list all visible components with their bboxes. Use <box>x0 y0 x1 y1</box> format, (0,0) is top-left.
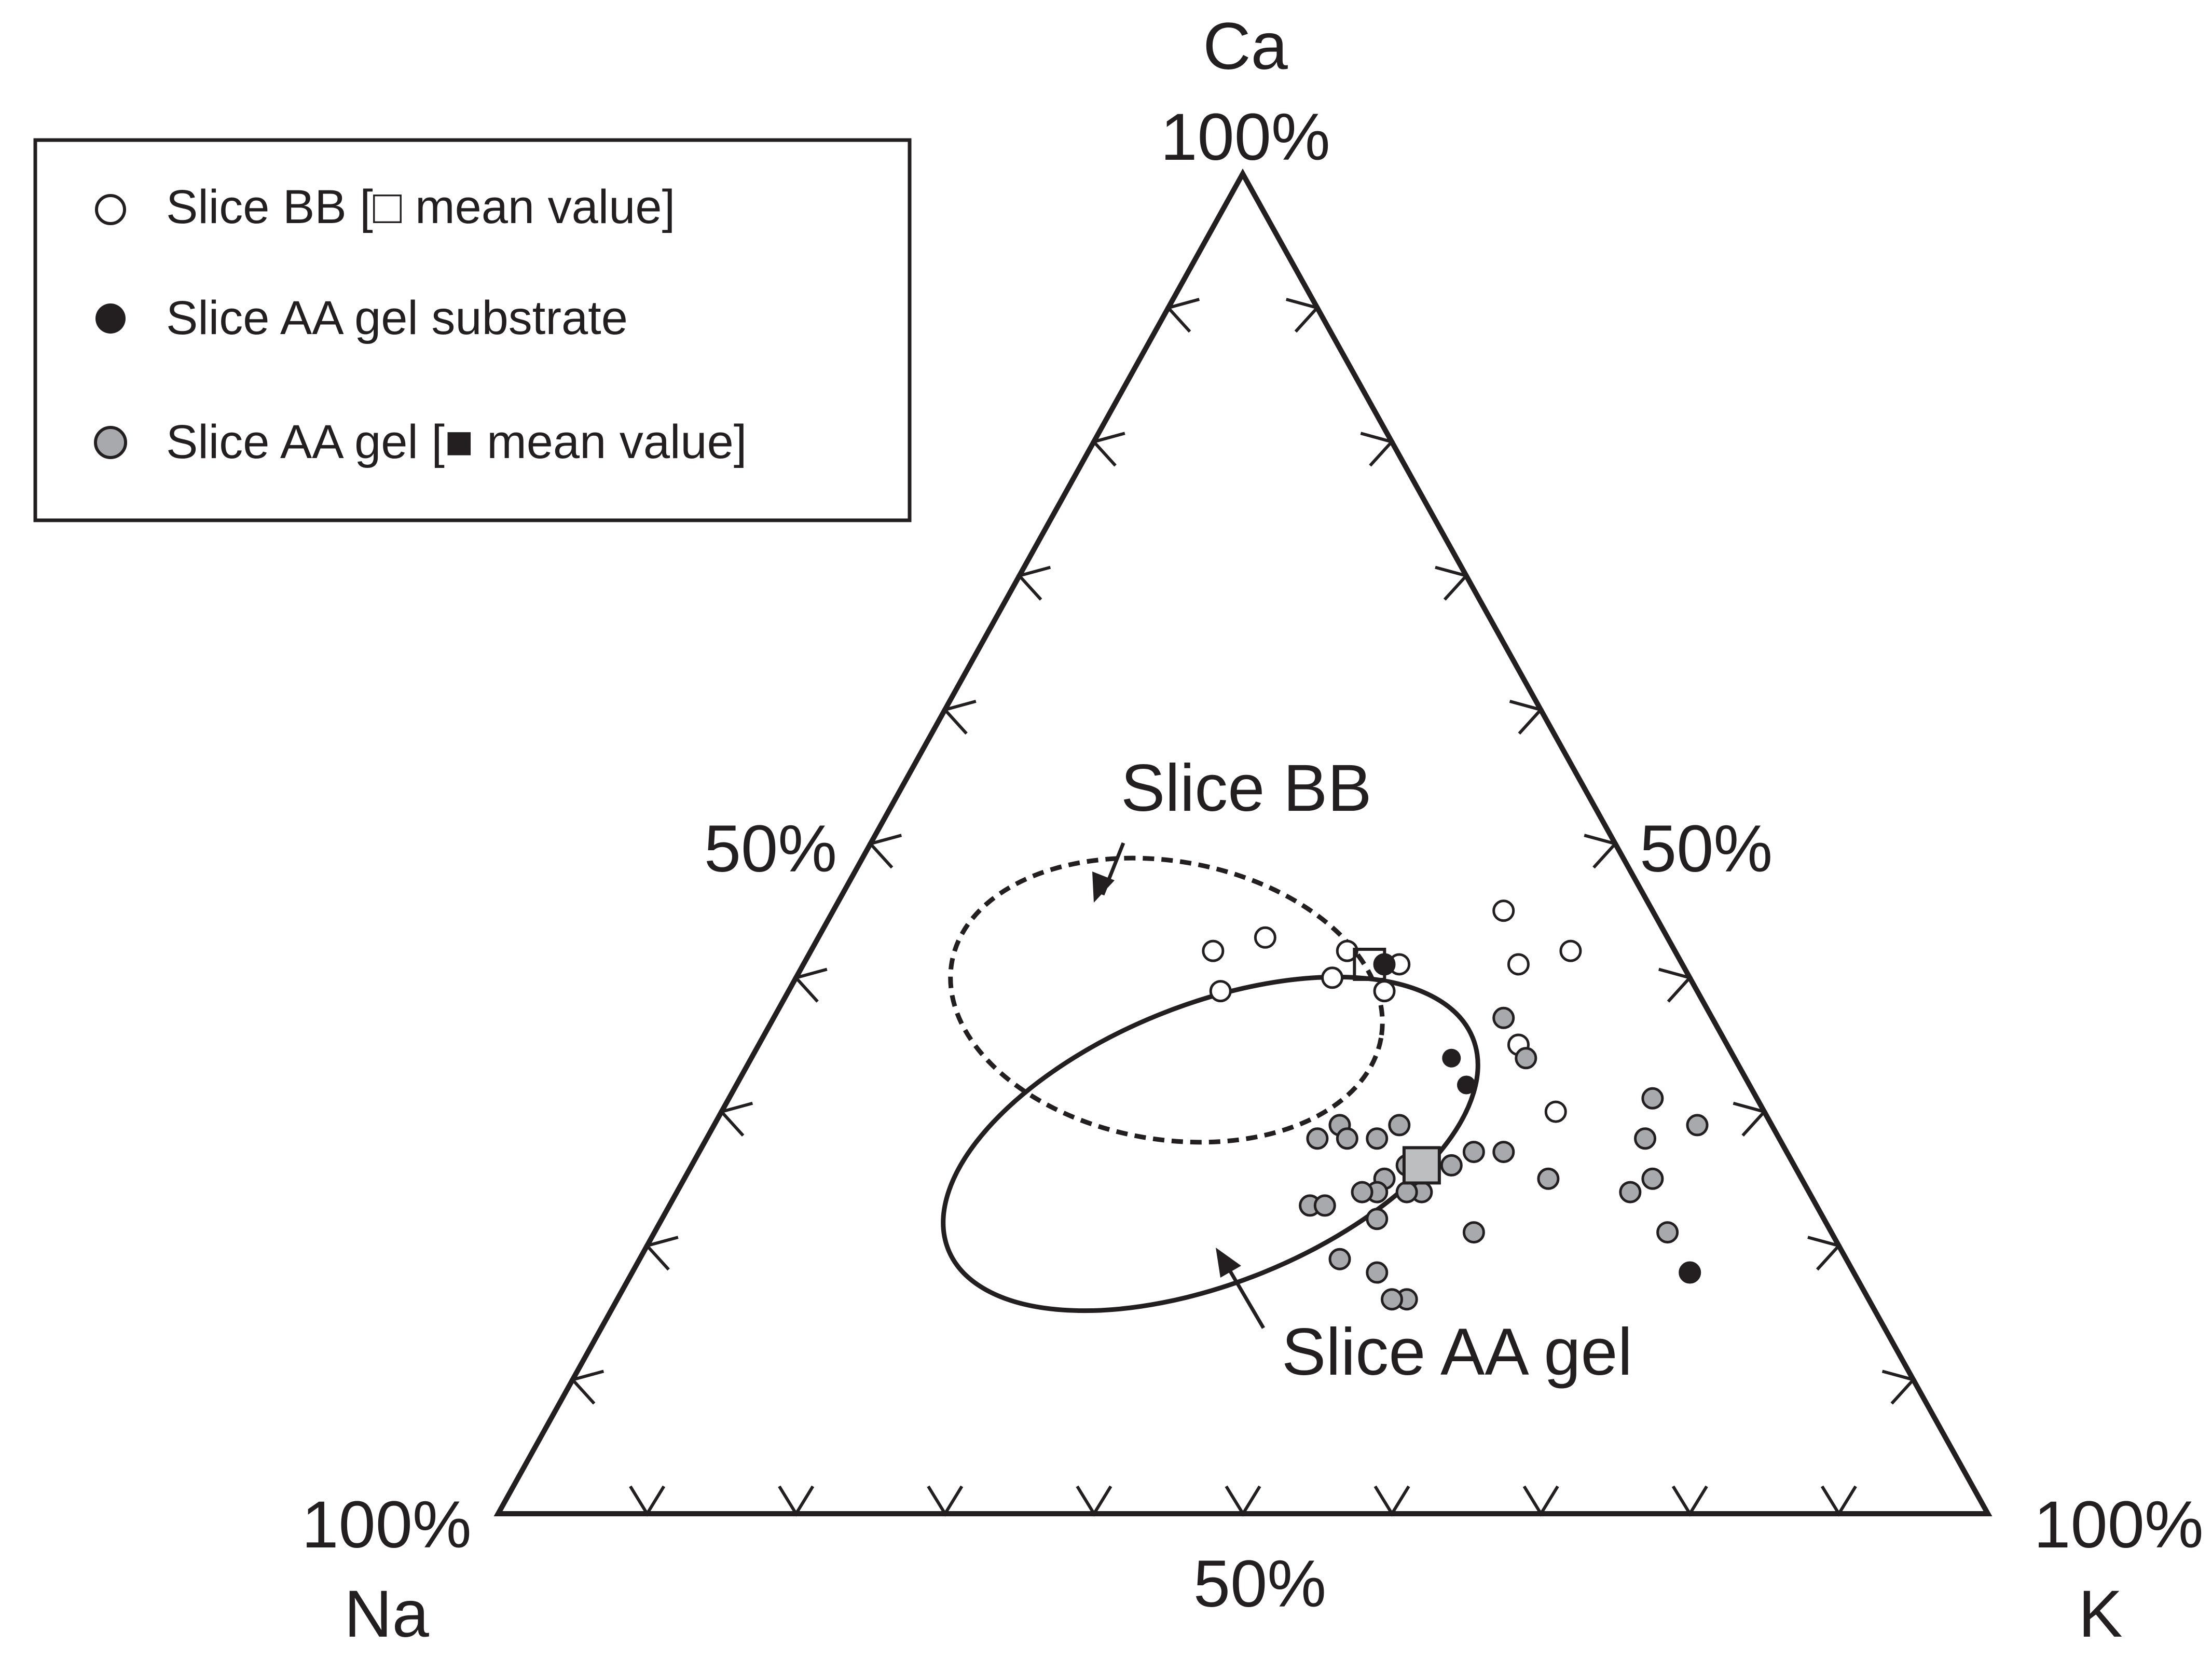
left-edge-tick <box>644 1236 679 1271</box>
left-edge-tick <box>867 834 902 869</box>
legend-label-substrate: Slice AA gel substrate <box>166 292 628 344</box>
slice-bb-point <box>1209 980 1232 1003</box>
bottom-edge-tick <box>1671 1485 1708 1517</box>
slice-bb-annotation: Slice BB <box>1121 751 1372 825</box>
k-axis-label: K <box>2078 1577 2122 1651</box>
left-edge-tick <box>718 1101 753 1137</box>
slice-bb-point <box>1202 939 1225 962</box>
slice-aa-gel-point <box>1328 1248 1351 1270</box>
slice-bb-point <box>1507 953 1530 976</box>
slice-aa-gel-point <box>1366 1261 1389 1284</box>
legend-entry-slice-bb: Slice BB [□ mean value] <box>95 181 675 233</box>
legend-open-circle-marker <box>95 194 126 225</box>
slice-aa-substrate-point <box>1457 1075 1476 1095</box>
legend: Slice BB [□ mean value] Slice AA gel sub… <box>33 138 912 522</box>
slice-bb-point <box>1492 900 1515 922</box>
legend-label-slice-bb: Slice BB [□ mean value] <box>166 181 675 233</box>
slice-aa-gel-point <box>1641 1087 1664 1110</box>
slice-aa-gel-point <box>1388 1114 1411 1137</box>
left-edge-tick <box>1091 432 1125 467</box>
slice-bb-arrowhead <box>1092 872 1115 903</box>
slice-aa-gel-point <box>1492 1141 1515 1164</box>
slice-aa-gel-point <box>1515 1047 1537 1070</box>
slice-bb-point <box>1336 939 1358 962</box>
slice-aa-gel-point <box>1336 1127 1358 1150</box>
bottom-edge-tick <box>1076 1485 1112 1517</box>
right-edge-mid-percent: 50% <box>1640 812 1773 886</box>
slice-aa-gel-envelope <box>941 974 1480 1313</box>
slice-bb-point <box>1321 966 1344 989</box>
slice-aa-gel-point <box>1395 1181 1418 1204</box>
slice-aa-substrate-point <box>1680 1263 1699 1282</box>
slice-aa-gel-point <box>1462 1221 1485 1244</box>
slice-aa-substrate-point <box>1375 955 1394 974</box>
slice-aa-gel-point <box>1537 1167 1560 1190</box>
legend-label-gel: Slice AA gel [■ mean value] <box>166 416 747 468</box>
ternary-ticks <box>569 298 1916 1517</box>
bottom-edge-mid-percent: 50% <box>1193 1547 1326 1621</box>
slice-aa-gel-annotation: Slice AA gel <box>1282 1315 1632 1389</box>
na-axis-label: Na <box>344 1577 429 1651</box>
slice-aa-gel-point <box>1462 1141 1485 1164</box>
ca-axis-label: Ca <box>1203 9 1288 84</box>
slice-aa-gel-point <box>1686 1114 1709 1137</box>
slice-bb-envelope <box>948 855 1385 1145</box>
left-edge-tick <box>1016 565 1051 601</box>
slice-bb-point <box>1373 980 1396 1003</box>
legend-entry-gel: Slice AA gel [■ mean value] <box>94 416 747 468</box>
right-edge-tick <box>1360 432 1395 467</box>
legend-grey-circle-marker <box>94 426 127 459</box>
left-edge-tick <box>1165 298 1200 333</box>
slice-aa-gel-arrow <box>1222 1261 1266 1329</box>
left-edge-mid-percent: 50% <box>704 812 837 886</box>
slice-bb-point <box>1559 939 1582 962</box>
slice-aa-gel-mean-square <box>1402 1146 1441 1185</box>
slice-aa-gel-point <box>1381 1288 1404 1311</box>
k-apex-percent: 100% <box>2034 1488 2203 1562</box>
slice-aa-gel-point <box>1634 1127 1657 1150</box>
slice-aa-substrate-point <box>1442 1048 1461 1068</box>
legend-entry-substrate: Slice AA gel substrate <box>95 292 628 344</box>
right-edge-tick <box>1285 298 1321 333</box>
slice-aa-gel-point <box>1313 1194 1336 1217</box>
slice-aa-gel-point <box>1492 1006 1515 1029</box>
bottom-edge-tick <box>1522 1485 1559 1517</box>
bottom-edge-tick <box>778 1485 815 1517</box>
data-points <box>1202 900 1709 1311</box>
right-edge-tick <box>1807 1236 1842 1271</box>
bottom-edge-tick <box>1373 1485 1410 1517</box>
slice-aa-gel-point <box>1306 1127 1329 1150</box>
left-edge-tick <box>793 967 828 1003</box>
slice-aa-gel-point <box>1351 1181 1373 1204</box>
slice-aa-gel-point <box>1641 1167 1664 1190</box>
slice-bb-point <box>1254 926 1276 949</box>
right-edge-tick <box>1509 699 1544 735</box>
right-edge-tick <box>1881 1370 1916 1405</box>
right-edge-tick <box>1584 834 1618 869</box>
right-edge-tick <box>1733 1101 1767 1137</box>
ca-apex-percent: 100% <box>1160 100 1330 174</box>
legend-box <box>33 138 912 522</box>
annotation-arrows <box>1092 842 1266 1329</box>
bottom-edge-tick <box>629 1485 666 1517</box>
right-edge-tick <box>1435 565 1469 601</box>
left-edge-tick <box>942 699 977 735</box>
right-edge-tick <box>1658 967 1693 1003</box>
bottom-edge-tick <box>1225 1485 1261 1517</box>
slice-bb-point <box>1544 1100 1567 1123</box>
slice-aa-gel-point <box>1366 1208 1389 1230</box>
slice-aa-gel-point <box>1656 1221 1679 1244</box>
bottom-edge-tick <box>1820 1485 1857 1517</box>
na-apex-percent: 100% <box>301 1488 471 1562</box>
slice-aa-gel-point <box>1440 1154 1463 1177</box>
slice-aa-gel-point <box>1366 1127 1389 1150</box>
bottom-edge-tick <box>927 1485 964 1517</box>
slice-aa-gel-point <box>1619 1181 1642 1204</box>
left-edge-tick <box>569 1370 604 1405</box>
legend-filled-circle-marker <box>95 303 126 334</box>
slice-aa-gel-arrowhead <box>1216 1248 1241 1278</box>
